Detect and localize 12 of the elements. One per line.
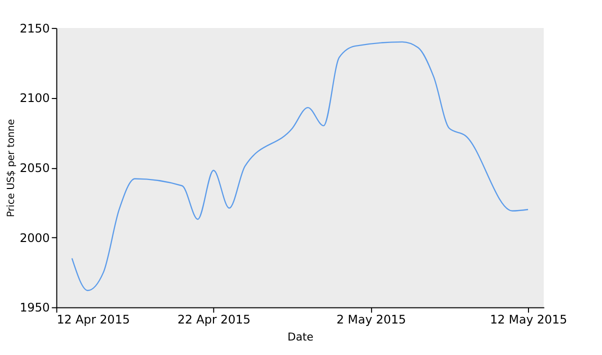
y-tick-label: 2100 xyxy=(20,91,50,106)
x-tick-label: 12 Apr 2015 xyxy=(56,312,130,327)
y-tick-label: 2050 xyxy=(20,161,50,176)
y-tick-label: 2150 xyxy=(20,21,50,36)
x-tick-label: 2 May 2015 xyxy=(336,312,406,327)
x-axis-title: Date xyxy=(288,330,314,344)
x-tick-label: 12 May 2015 xyxy=(490,312,568,327)
y-axis-title: Price US$ per tonne xyxy=(6,119,17,218)
y-tick-label: 1950 xyxy=(20,300,50,315)
x-tick-label: 22 Apr 2015 xyxy=(177,312,251,327)
line-series xyxy=(71,41,529,292)
y-tick-label: 2000 xyxy=(20,230,50,245)
